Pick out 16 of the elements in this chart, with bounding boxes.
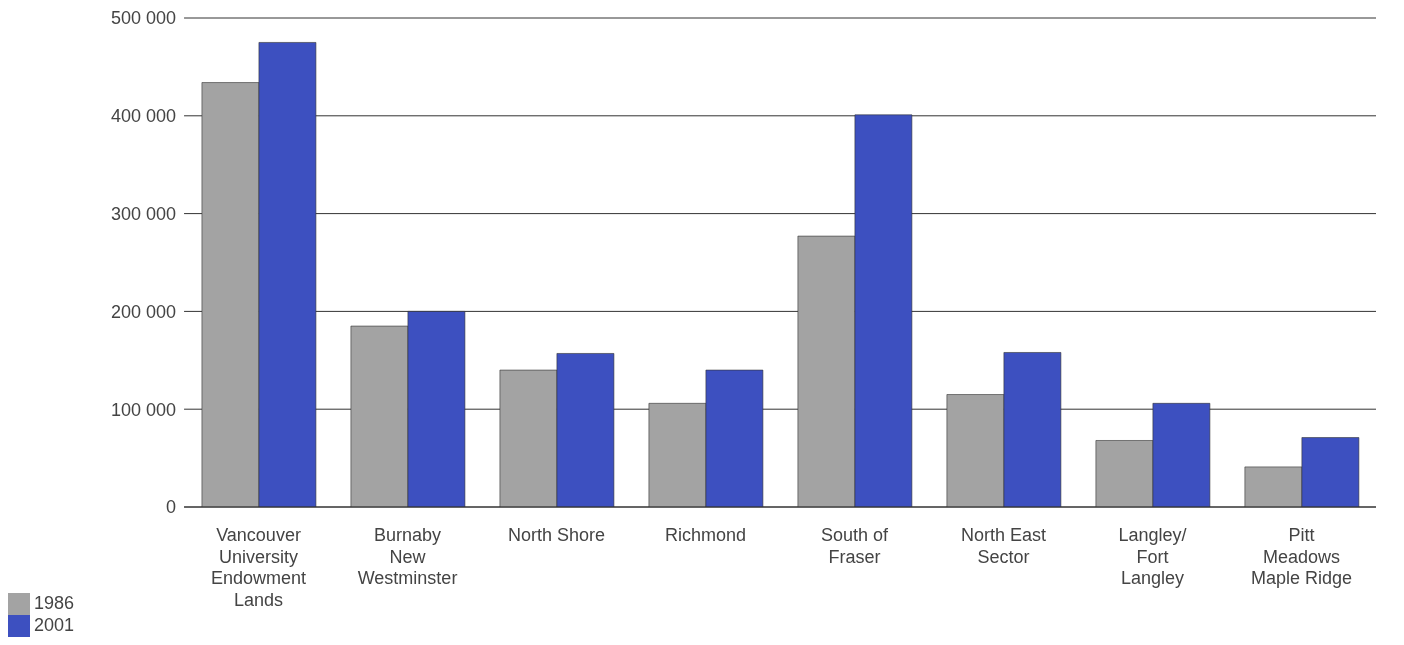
x-tick-label: Pitt Meadows Maple Ridge bbox=[1250, 525, 1353, 589]
x-tick-label: Langley/ Fort Langley bbox=[1118, 525, 1187, 589]
x-tick-label: South of Fraser bbox=[820, 525, 890, 567]
y-tick-label: 500 000 bbox=[110, 8, 177, 29]
legend-label: 2001 bbox=[34, 614, 75, 635]
y-tick-label: 300 000 bbox=[110, 203, 177, 224]
x-tick-label: Burnaby New Westminster bbox=[357, 525, 458, 589]
x-tick-label: North East Sector bbox=[960, 525, 1047, 567]
x-tick-label: Vancouver University Endowment Lands bbox=[211, 525, 307, 610]
y-tick-label: 200 000 bbox=[110, 301, 177, 322]
legend-label: 1986 bbox=[34, 592, 75, 613]
y-tick-label: 0 bbox=[166, 497, 177, 518]
y-tick-label: 100 000 bbox=[110, 399, 177, 420]
x-tick-label: Richmond bbox=[665, 525, 747, 545]
y-tick-label: 400 000 bbox=[110, 106, 177, 127]
x-tick-label: North Shore bbox=[508, 525, 606, 545]
